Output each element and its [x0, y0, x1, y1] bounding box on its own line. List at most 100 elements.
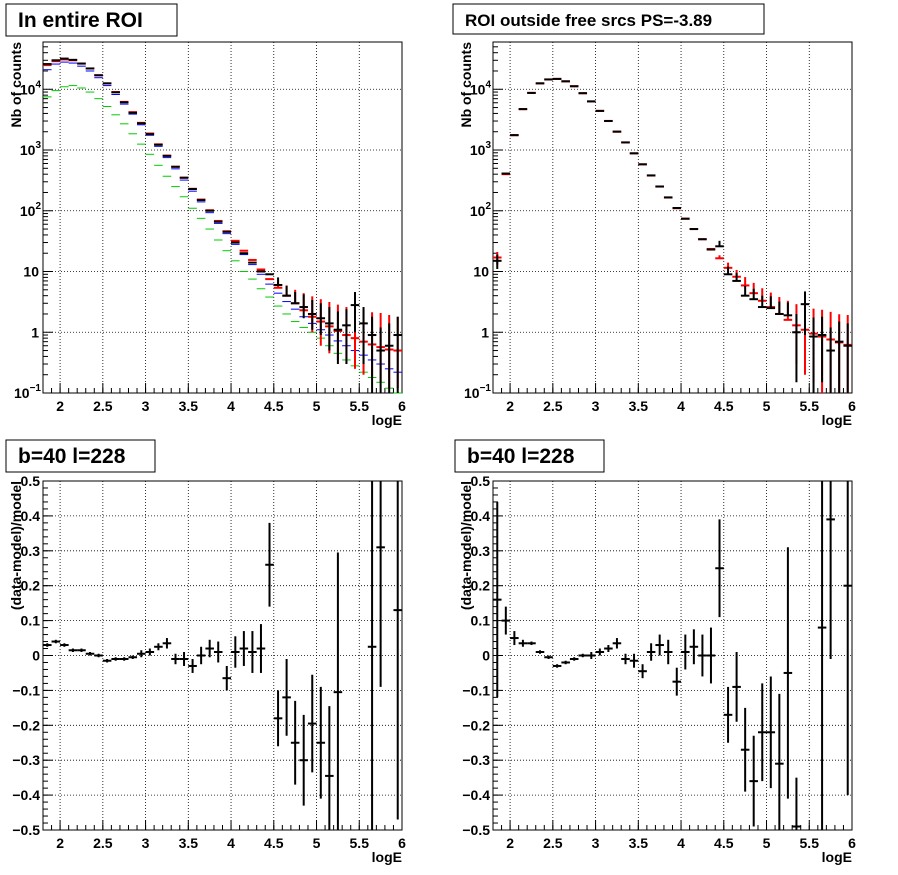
- data-point: [282, 658, 291, 736]
- y-axis-label: Nb of counts: [8, 42, 24, 128]
- data-point: [325, 706, 334, 830]
- data-point: [359, 307, 368, 365]
- data-point: [527, 641, 536, 646]
- data-point: [367, 481, 377, 830]
- data-point: [205, 639, 214, 658]
- data-point: [783, 547, 793, 799]
- data-point: [265, 522, 274, 607]
- data-point: [655, 634, 664, 656]
- y-axis-label: Nb of counts: [458, 42, 474, 128]
- x-tick-label: 2.5: [93, 835, 113, 851]
- x-tick-label: 2.5: [543, 835, 563, 851]
- data-point: [843, 323, 852, 393]
- y-tick-label: −0.4: [462, 787, 490, 803]
- data-point: [307, 299, 317, 330]
- data-point: [77, 648, 86, 653]
- x-tick-label: 5: [763, 835, 771, 851]
- y-tick-label: 0: [482, 648, 490, 664]
- x-axis-label: logE: [372, 412, 402, 428]
- x-tick-label: 5.5: [350, 835, 370, 851]
- data-point: [43, 643, 52, 647]
- chart-title-box: [454, 439, 605, 473]
- x-tick-label: 3.5: [179, 835, 199, 851]
- x-tick-label: 5: [313, 835, 321, 851]
- data-point: [290, 291, 300, 305]
- data-point: [561, 660, 570, 665]
- chart-title: ROI outside free srcs PS=-3.89: [465, 11, 712, 30]
- data-point: [68, 648, 78, 653]
- data-point: [119, 657, 129, 661]
- y-tick-label: −0.4: [12, 787, 40, 803]
- data-point: [732, 652, 741, 722]
- data-point: [732, 272, 741, 282]
- x-tick-label: 4: [677, 398, 685, 414]
- data-point: [706, 627, 716, 684]
- data-point: [231, 636, 240, 668]
- data-point: [493, 254, 502, 269]
- y-axis-label: (data-model)/model: [8, 481, 24, 610]
- data-point: [85, 652, 95, 656]
- y-tick-label: −0.1: [12, 682, 40, 698]
- data-point: [307, 674, 317, 773]
- data-point: [137, 650, 146, 658]
- y-tick-label: 0.4: [21, 508, 41, 524]
- data-point: [834, 321, 844, 393]
- data-point: [171, 653, 180, 665]
- data-point: [384, 323, 394, 393]
- plot-frame: [492, 480, 853, 831]
- data-point: [595, 648, 605, 656]
- data-point: [316, 686, 326, 799]
- data-point: [817, 316, 827, 383]
- data-point: [587, 652, 596, 659]
- data-point: [188, 658, 197, 673]
- y-tick-label: 102: [470, 201, 492, 219]
- y-tick-label: 103: [20, 140, 42, 158]
- data-point: [179, 652, 189, 666]
- data-point: [638, 664, 647, 679]
- data-point: [740, 707, 750, 792]
- data-point: [222, 665, 232, 691]
- x-tick-label: 4.5: [264, 398, 284, 414]
- y-tick-label: −0.5: [462, 822, 490, 838]
- x-axis-label: logE: [822, 849, 852, 865]
- data-point: [792, 777, 801, 830]
- y-tick-label: 104: [20, 79, 42, 97]
- series-1: [493, 481, 852, 830]
- plot-frame: [492, 41, 853, 394]
- data-point: [376, 481, 385, 687]
- data-point: [569, 657, 579, 661]
- x-tick-label: 3.5: [629, 835, 649, 851]
- data-point: [325, 307, 334, 351]
- x-tick-label: 5: [313, 398, 321, 414]
- data-point: [715, 240, 724, 248]
- data-point: [715, 255, 724, 260]
- data-point: [552, 664, 562, 668]
- x-tick-label: 5.5: [350, 398, 370, 414]
- x-axis-label: logE: [822, 412, 852, 428]
- chart-title-box: [5, 3, 178, 37]
- data-point: [629, 653, 639, 668]
- x-tick-label: 3: [592, 398, 600, 414]
- data-point: [843, 481, 852, 796]
- data-point: [501, 606, 511, 635]
- x-tick-label: 3: [142, 398, 150, 414]
- y-tick-label: −0.1: [462, 682, 490, 698]
- data-point: [535, 650, 545, 654]
- y-axis-label: (data-model)/model: [458, 481, 474, 610]
- data-point: [817, 481, 827, 830]
- plot-frame: [42, 41, 403, 394]
- x-tick-label: 6: [398, 835, 406, 851]
- data-point: [766, 676, 776, 789]
- series-4: [43, 57, 402, 393]
- data-point: [299, 294, 308, 319]
- y-tick-label: 10−1: [464, 383, 491, 401]
- data-point: [493, 501, 502, 698]
- data-point: [723, 266, 733, 276]
- x-tick-label: 5.5: [800, 835, 820, 851]
- data-point: [111, 657, 120, 661]
- x-tick-label: 4: [227, 835, 235, 851]
- data-point: [248, 631, 257, 673]
